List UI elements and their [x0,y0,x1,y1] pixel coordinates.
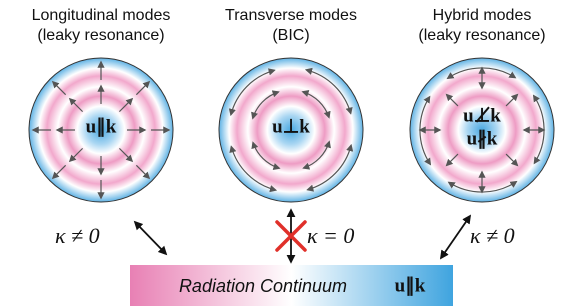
coupling-arrow [135,222,166,254]
mode-subtitle: (BIC) [272,27,309,44]
coupling-label: κ ≠ 0 [470,223,515,248]
mode-label: u∥k [86,116,117,137]
coupling-label: κ = 0 [307,223,354,248]
continuum-label: Radiation Continuum [179,276,347,296]
mode-title: Transverse modes [225,7,357,24]
mode-subtitle: (leaky resonance) [418,27,545,44]
diagram: Longitudinal modes (leaky resonance) Tra… [0,0,582,306]
mode-title: Longitudinal modes [32,7,171,24]
mode-label: u⊥̸k [463,105,501,126]
mode-title: Hybrid modes [433,7,532,24]
coupling-arrow [441,216,470,258]
mode-subtitle: (leaky resonance) [37,27,164,44]
coupling-label: κ ≠ 0 [55,223,100,248]
continuum-condition: u∥k [395,275,426,296]
mode-label: u∦k [467,128,498,149]
mode-label: u⊥k [272,116,310,137]
